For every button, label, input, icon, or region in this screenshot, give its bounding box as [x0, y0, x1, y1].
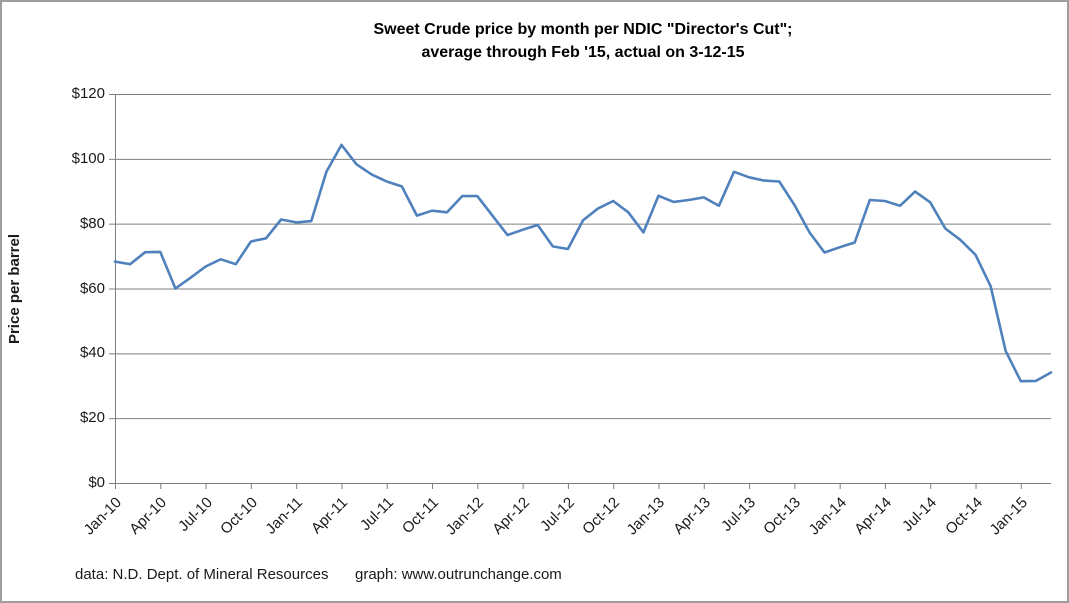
chart-title: Sweet Crude price by month per NDIC "Dir…	[373, 21, 793, 38]
y-axis-label: $100	[71, 149, 105, 167]
y-axis-label: $0	[88, 474, 105, 491]
footer-graph-credit: graph: www.outrunchange.com	[355, 566, 562, 583]
price-line-series	[113, 143, 1053, 383]
y-axis-label: $60	[79, 279, 105, 297]
y-axis-label: $20	[79, 409, 105, 427]
y-axis-label: $40	[79, 344, 105, 362]
chart-subtitle: average through Feb '15, actual on 3-12-…	[421, 44, 745, 61]
y-axis-label: $80	[79, 214, 105, 232]
footer-data-source: data: N.D. Dept. of Mineral Resources	[75, 566, 329, 583]
y-axis-label: $120	[71, 85, 105, 102]
chart-title-block: Sweet Crude price by month per NDIC "Dir…	[115, 18, 1051, 64]
